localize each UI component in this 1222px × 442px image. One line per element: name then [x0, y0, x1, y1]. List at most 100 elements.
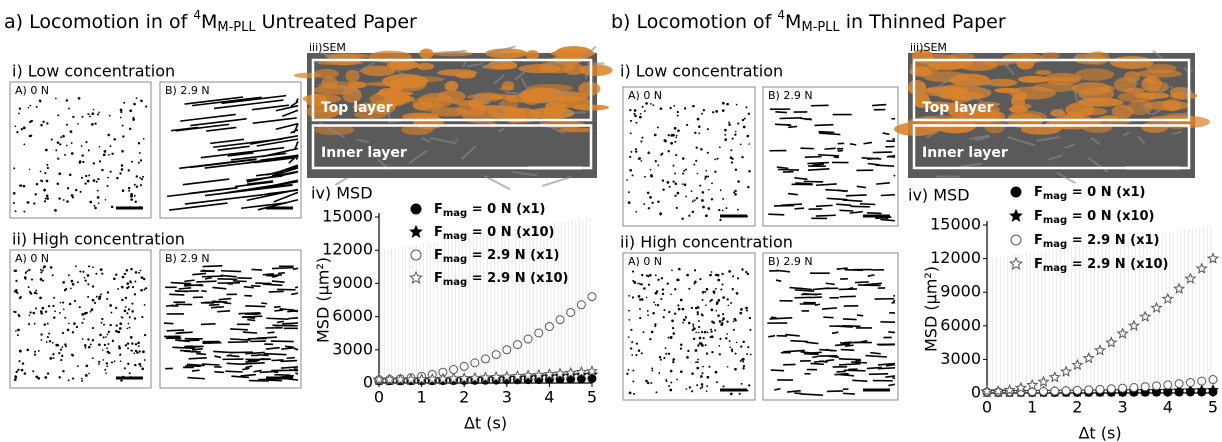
particle [84, 374, 88, 377]
particle [681, 217, 684, 220]
track [836, 203, 852, 207]
track [256, 138, 299, 147]
fiber [512, 170, 538, 177]
track [892, 376, 896, 380]
track [274, 309, 284, 312]
particle [682, 172, 685, 175]
particle [660, 277, 664, 280]
fiber [514, 67, 530, 81]
particle [717, 298, 721, 302]
data-point [1206, 383, 1220, 396]
legend-label: Fmag = 2.9 N (x1) [434, 248, 559, 266]
track [877, 362, 896, 366]
track [273, 305, 281, 309]
track [800, 393, 823, 396]
track [808, 351, 822, 355]
section-label: iv) MSD [908, 186, 970, 205]
particle [98, 160, 102, 163]
track [819, 360, 828, 364]
fiber [466, 62, 484, 68]
track [201, 289, 207, 293]
particle [46, 322, 49, 325]
fiber [1190, 69, 1194, 72]
fiber [1036, 136, 1061, 142]
data-point [1161, 292, 1174, 305]
track [200, 323, 216, 326]
fiber [354, 61, 375, 76]
particle [667, 336, 670, 339]
track [839, 295, 856, 298]
particle [127, 347, 130, 350]
legend-marker [1010, 186, 1022, 198]
particle [722, 197, 725, 200]
particle [44, 310, 48, 313]
section-label: ii) High concentration [12, 230, 185, 249]
particle [53, 316, 56, 319]
panel-title: a) Locomotion in of 4MM-PLL Untreated Pa… [4, 8, 417, 35]
track [845, 194, 867, 197]
data-point [1061, 386, 1071, 396]
track [243, 285, 254, 289]
particle [72, 377, 75, 380]
particle [62, 134, 65, 138]
particle [64, 345, 67, 348]
particle [43, 188, 46, 192]
particle [674, 194, 677, 197]
track [179, 158, 257, 170]
particle [132, 118, 136, 121]
particle [141, 315, 144, 319]
particle [70, 194, 74, 197]
track [877, 366, 896, 370]
particle [681, 157, 685, 160]
particle [631, 174, 634, 177]
particle [654, 274, 657, 277]
micrograph [622, 252, 756, 401]
particle [73, 322, 76, 325]
particle [633, 109, 637, 112]
particle [81, 380, 84, 382]
particle [682, 318, 686, 322]
track [281, 347, 295, 350]
particle [76, 365, 79, 368]
particle [90, 308, 94, 311]
fiber [1151, 87, 1167, 101]
particle [733, 191, 736, 194]
particle [668, 385, 671, 387]
particle [113, 277, 116, 281]
particle [100, 293, 102, 296]
track [872, 151, 893, 154]
fiber [347, 81, 367, 89]
track [823, 316, 834, 319]
fiber [1123, 131, 1130, 137]
particle [700, 331, 704, 334]
particle [746, 272, 750, 276]
particle [102, 153, 106, 157]
particle [140, 177, 144, 181]
data-point [566, 307, 576, 317]
fiber [1032, 82, 1078, 93]
particle [120, 164, 124, 167]
track [892, 138, 896, 141]
particle [699, 277, 702, 281]
track [815, 204, 833, 208]
data-point [1197, 376, 1207, 386]
track [789, 286, 803, 290]
particle [704, 177, 707, 180]
track [213, 350, 234, 354]
particle [722, 296, 725, 299]
particle [71, 331, 75, 334]
particle [672, 358, 676, 361]
particle [105, 362, 108, 365]
particle [65, 144, 68, 147]
track [770, 316, 777, 319]
fiber [934, 74, 957, 90]
track [784, 123, 792, 127]
particle [126, 342, 130, 345]
particle [106, 333, 109, 336]
particle [93, 301, 97, 305]
particle [637, 295, 641, 298]
fiber [1075, 68, 1115, 81]
particle [59, 143, 62, 146]
track [182, 178, 230, 186]
fiber [472, 95, 491, 103]
